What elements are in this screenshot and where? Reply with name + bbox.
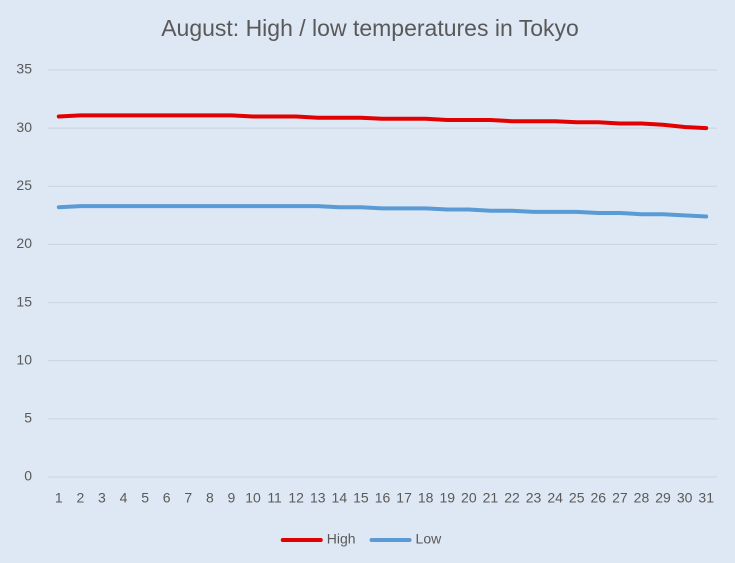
x-tick-label: 3 — [98, 490, 106, 506]
x-tick-label: 10 — [245, 490, 261, 506]
x-tick-label: 22 — [504, 490, 520, 506]
x-tick-label: 13 — [310, 490, 326, 506]
x-tick-label: 17 — [396, 490, 412, 506]
x-tick-label: 15 — [353, 490, 369, 506]
series-line — [56, 204, 709, 219]
legend-label: Low — [416, 531, 443, 547]
x-tick-label: 6 — [163, 490, 171, 506]
y-tick-label: 35 — [16, 61, 32, 77]
x-tick-label: 9 — [228, 490, 236, 506]
x-tick-label: 29 — [655, 490, 671, 506]
x-tick-label: 21 — [483, 490, 499, 506]
chart-title: August: High / low temperatures in Tokyo — [161, 15, 579, 41]
x-tick-label: 16 — [375, 490, 391, 506]
x-tick-label: 5 — [141, 490, 149, 506]
y-tick-label: 0 — [24, 468, 32, 484]
x-tick-label: 18 — [418, 490, 434, 506]
y-tick-label: 20 — [16, 235, 32, 251]
x-tick-label: 20 — [461, 490, 477, 506]
y-tick-label: 25 — [16, 177, 32, 193]
x-tick-label: 1 — [55, 490, 63, 506]
x-tick-label: 30 — [677, 490, 693, 506]
x-tick-label: 14 — [332, 490, 348, 506]
x-tick-label: 8 — [206, 490, 214, 506]
x-tick-label: 31 — [698, 490, 714, 506]
y-tick-label: 5 — [24, 410, 32, 426]
x-tick-label: 27 — [612, 490, 628, 506]
series-line — [56, 113, 709, 131]
y-tick-label: 30 — [16, 119, 32, 135]
x-tick-label: 4 — [120, 490, 128, 506]
y-tick-label: 10 — [16, 351, 32, 367]
x-tick-label: 7 — [184, 490, 192, 506]
x-tick-label: 23 — [526, 490, 542, 506]
x-tick-label: 25 — [569, 490, 585, 506]
x-tick-label: 19 — [439, 490, 455, 506]
x-tick-label: 2 — [76, 490, 84, 506]
legend-label: High — [327, 531, 356, 547]
x-tick-label: 28 — [634, 490, 650, 506]
x-tick-label: 11 — [267, 490, 282, 506]
y-tick-label: 15 — [16, 293, 32, 309]
x-tick-label: 24 — [547, 490, 563, 506]
x-tick-label: 26 — [591, 490, 607, 506]
x-tick-label: 12 — [288, 490, 304, 506]
